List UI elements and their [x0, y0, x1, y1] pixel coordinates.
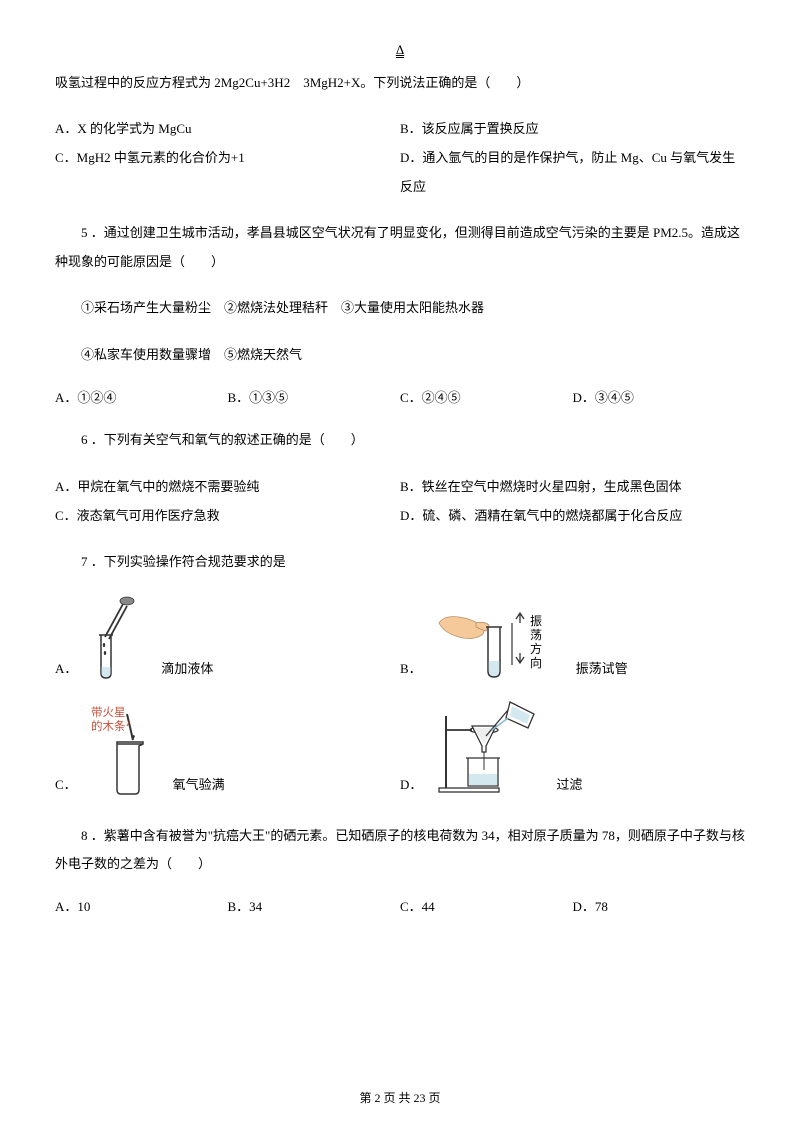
page-footer: 第 2 页 共 23 页 [0, 1089, 800, 1108]
q6-opt-a: A．甲烷在氧气中的燃烧不需要验纯 [55, 473, 400, 502]
filter-icon [434, 696, 544, 796]
q7-stem: 7 ．下列实验操作符合规范要求的是 [55, 548, 745, 577]
q6-opt-b: B．铁丝在空气中燃烧时火星四射，生成黑色固体 [400, 473, 745, 502]
q5-opt-d: D．③④⑤ [573, 388, 746, 409]
q7-opt-c: C． 带火星 的木条 氧气验满 [55, 696, 400, 796]
oxygen-check-icon: 带火星 的木条 [89, 704, 161, 796]
dropper-tube-icon [89, 595, 149, 680]
svg-text:荡: 荡 [530, 628, 542, 642]
q7-opt-b: B． 振 荡 方 向 振荡试管 [400, 595, 745, 680]
svg-text:方: 方 [530, 641, 542, 656]
q7-opt-d: D． [400, 696, 745, 796]
delta-symbol: Δ [55, 40, 745, 61]
q7-options: A． 滴加液体 B． [55, 595, 745, 812]
q5-opt-b: B．①③⑤ [228, 388, 401, 409]
svg-text:振: 振 [530, 614, 542, 628]
q6-opt-d: D．硫、磷、酒精在氧气中的燃烧都属于化合反应 [400, 502, 745, 531]
q8-opt-d: D．78 [573, 897, 746, 918]
shake-tube-icon: 振 荡 方 向 [434, 605, 564, 680]
q4-opt-b: B．该反应属于置换反应 [400, 115, 745, 144]
q5-line2: ④私家车使用数量骤增 ⑤燃烧天然气 [55, 341, 745, 370]
q8-options: A．10 B．34 C．44 D．78 [55, 897, 745, 918]
svg-text:带火星: 带火星 [91, 706, 126, 719]
q4-opt-a: A．X 的化学式为 MgCu [55, 115, 400, 144]
q5-opt-c: C．②④⑤ [400, 388, 573, 409]
q4-options: A．X 的化学式为 MgCu B．该反应属于置换反应 C．MgH2 中氢元素的化… [55, 115, 745, 201]
q6-opt-c: C．液态氧气可用作医疗急救 [55, 502, 400, 531]
q4-stem: 吸氢过程中的反应方程式为 2Mg2Cu+3H2 3MgH2+X。下列说法正确的是… [55, 69, 745, 98]
q7-opt-a: A． 滴加液体 [55, 595, 400, 680]
q8-opt-a: A．10 [55, 897, 228, 918]
q5-options: A．①②④ B．①③⑤ C．②④⑤ D．③④⑤ [55, 388, 745, 409]
q6-options: A．甲烷在氧气中的燃烧不需要验纯 B．铁丝在空气中燃烧时火星四射，生成黑色固体 … [55, 473, 745, 530]
q5-opt-a: A．①②④ [55, 388, 228, 409]
q8-stem: 8 ．紫薯中含有被誉为"抗癌大王"的硒元素。已知硒原子的核电荷数为 34，相对原… [55, 822, 745, 879]
q6-stem: 6 ．下列有关空气和氧气的叙述正确的是（ ） [55, 426, 745, 455]
svg-text:的木条: 的木条 [91, 719, 126, 733]
q8-opt-b: B．34 [228, 897, 401, 918]
q4-opt-c: C．MgH2 中氢元素的化合价为+1 [55, 144, 400, 201]
q8-opt-c: C．44 [400, 897, 573, 918]
q4-opt-d: D．通入氩气的目的是作保护气，防止 Mg、Cu 与氧气发生反应 [400, 144, 745, 201]
q5-line1: ①采石场产生大量粉尘 ②燃烧法处理秸秆 ③大量使用太阳能热水器 [55, 294, 745, 323]
svg-text:向: 向 [530, 655, 542, 670]
q5-stem: 5 ．通过创建卫生城市活动，孝昌县城区空气状况有了明显变化，但测得目前造成空气污… [55, 219, 745, 276]
